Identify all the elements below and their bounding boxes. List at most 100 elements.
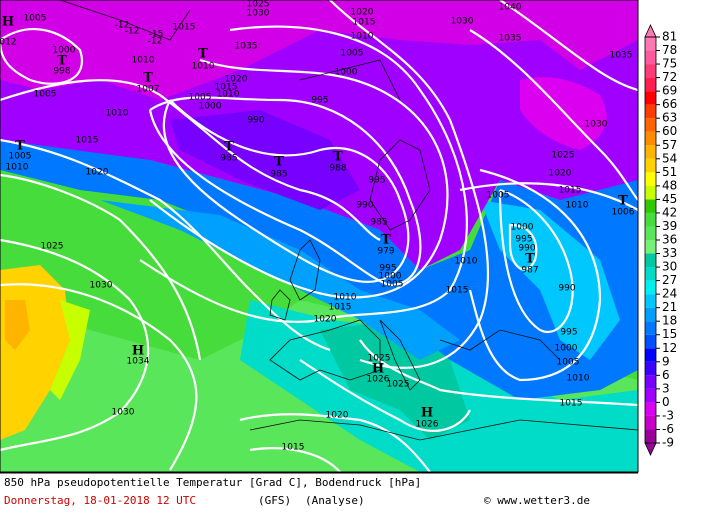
isobar-label: 1007	[137, 85, 160, 95]
colorbar-segment	[645, 131, 656, 146]
isobar-label: 1015	[446, 286, 469, 296]
isobar-label: 1005	[24, 14, 47, 24]
isobar-label: 1015	[559, 186, 582, 196]
isobar-label: 995	[379, 264, 396, 274]
isobar-label: 1020	[351, 8, 374, 18]
colorbar-tick-label: 36	[662, 233, 677, 247]
isobar-label: 995	[560, 328, 577, 338]
isobar-label: 1025	[552, 151, 575, 161]
colorbar-segment	[645, 253, 656, 268]
colorbar-tick-label: 15	[662, 327, 677, 341]
isobar-label: 012	[0, 38, 17, 48]
isobar-label: 1020	[326, 411, 349, 421]
colorbar-tick-label: 66	[662, 97, 677, 111]
colorbar-tick-label: 63	[662, 111, 677, 125]
colorbar-tick-label: 24	[662, 287, 677, 301]
field-cyan	[480, 200, 620, 360]
isobar-label: 1025	[387, 380, 410, 390]
isobar-label: 988	[329, 164, 346, 174]
isobar-label: 1034	[127, 357, 150, 367]
isobar-label: 1025	[41, 242, 64, 252]
isobar-label: 1035	[610, 51, 633, 61]
pressure-center: H	[132, 344, 144, 359]
colorbar-segment	[645, 172, 656, 186]
colorbar-segment	[645, 185, 656, 200]
colorbar-segment	[645, 334, 656, 349]
pressure-center: T	[57, 54, 67, 69]
isobar-label: 987	[521, 266, 538, 276]
colorbar-tick-label: 3	[662, 381, 670, 395]
colorbar-segment	[645, 91, 656, 105]
temp-label: -12	[148, 37, 163, 47]
isobar-label: 1010	[192, 62, 215, 72]
isobar-label: 1026	[367, 375, 390, 385]
colorbar-arrow-bottom	[644, 442, 657, 456]
colorbar-tick-label: 21	[662, 300, 677, 314]
colorbar-segment	[645, 402, 656, 416]
isobar-label: 1030	[112, 408, 135, 418]
colorbar-tick-label: 60	[662, 124, 677, 138]
isobar-label: 1000	[335, 68, 358, 78]
colorbar-tick-label: 27	[662, 273, 677, 287]
colorbar-tick-label: 81	[662, 30, 677, 44]
isobar-label: 1030	[451, 17, 474, 27]
colorbar-segment	[645, 280, 656, 295]
colorbar-segment	[645, 226, 656, 240]
isobar-label: 1010	[455, 257, 478, 267]
isobar-label: 1005	[381, 280, 404, 290]
isobar-label: 1010	[567, 374, 590, 384]
isobar-label: 1040	[499, 3, 522, 13]
isobar-label: 1030	[247, 9, 270, 19]
map-labels: 1005H0121000T99810151010T1007T1010103510…	[0, 0, 635, 453]
isobar-label: 1020	[549, 169, 572, 179]
isobar-label: 979	[377, 247, 394, 257]
isobar-label: 990	[356, 201, 373, 211]
field-orange	[5, 300, 30, 350]
colorbar-tick-label: -9	[662, 436, 674, 450]
footer-model: (GFS)	[258, 494, 291, 507]
isobar-label: 1015	[215, 83, 238, 93]
pressure-center: T	[274, 155, 284, 170]
isobar-label: 1010	[566, 201, 589, 211]
colorbar-segment	[645, 104, 656, 119]
isobar-label: 1035	[235, 42, 258, 52]
colorbar-segment	[645, 429, 656, 443]
colorbar-tick-label: 45	[662, 192, 677, 206]
colorbar-tick-label: 42	[662, 205, 677, 219]
colorbar-segment	[645, 212, 656, 227]
colorbar-tick-label: 12	[662, 341, 677, 355]
colorbar-tick-label: 54	[662, 151, 677, 165]
isobar-label: 995	[515, 235, 532, 245]
isobar-label: 1006	[612, 208, 635, 218]
colorbar-tick-label: 0	[662, 395, 670, 409]
isobar-label: 990	[518, 244, 535, 254]
colorbar-segment	[645, 294, 656, 308]
footer-date: Donnerstag, 18-01-2018 12 UTC	[4, 494, 196, 507]
isobar-label: 1000	[511, 223, 534, 233]
colorbar-segment	[645, 361, 656, 376]
colorbar-tick-label: 51	[662, 165, 677, 179]
isobar-label: 985	[220, 154, 237, 164]
isobar-label: 1000	[53, 46, 76, 56]
isobar-label: 1030	[585, 120, 608, 130]
pressure-center: H	[421, 406, 433, 421]
isobar-label: 1010	[217, 90, 240, 100]
colorbar-tick-label: 72	[662, 70, 677, 84]
colorbar-tick-label: 33	[662, 246, 677, 260]
pressure-center: T	[143, 71, 153, 86]
isobar-label: 1000	[199, 102, 222, 112]
colorbar-segment	[645, 375, 656, 389]
colorbar-segment	[645, 267, 656, 281]
colorbar-segment	[645, 64, 656, 78]
colorbar-tick-label: 75	[662, 57, 677, 71]
temp-label: -12	[125, 27, 140, 37]
isobar-label: 1020	[225, 75, 248, 85]
isobar-label: 1010	[132, 56, 155, 66]
field-magenta	[0, 0, 638, 100]
pressure-center: T	[198, 47, 208, 62]
temp-label: -12	[115, 21, 130, 31]
pressure-center: H	[2, 15, 14, 30]
footer-run: (Analyse)	[305, 494, 365, 507]
colorbar-segment	[645, 158, 656, 173]
isobar-label: 1005	[557, 358, 580, 368]
